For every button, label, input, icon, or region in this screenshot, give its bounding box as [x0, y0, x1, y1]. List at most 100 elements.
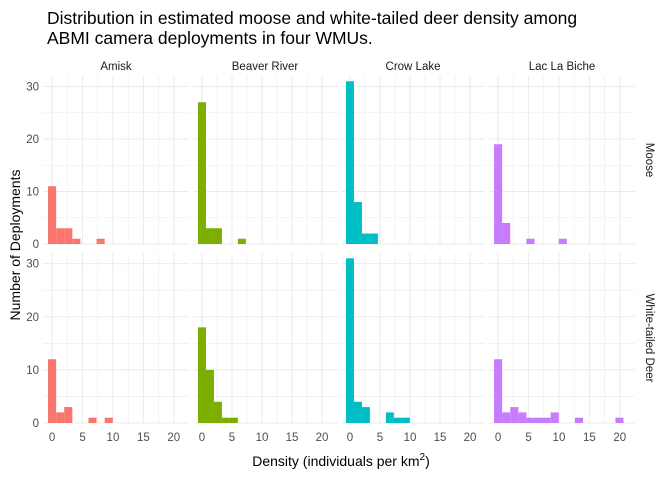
- histogram-bar: [205, 228, 214, 244]
- facet-column-label-lac-la-biche: Lac La Biche: [529, 61, 596, 73]
- histogram-bar: [518, 412, 527, 423]
- panel-background: [193, 253, 337, 423]
- panel-background: [341, 76, 485, 244]
- histogram-bar: [534, 417, 543, 423]
- histogram-bar: [550, 412, 559, 423]
- histogram-bar: [361, 233, 370, 244]
- histogram-bar: [385, 412, 394, 423]
- histogram-bar: [221, 417, 230, 423]
- histogram-bar: [526, 417, 535, 423]
- histogram-bar: [72, 238, 81, 244]
- facet-column-label-beaver-river: Beaver River: [232, 61, 299, 73]
- y-axis-ticks: 0 10 20 30 0 10 20 30: [26, 82, 39, 431]
- facet-row-label-moose: Moose: [643, 143, 655, 178]
- panel-background: [43, 253, 189, 423]
- histogram-bar: [205, 369, 214, 423]
- chart-title-line-2: ABMI camera deployments in four WMUs.: [47, 28, 373, 48]
- bars-crow-lake-white-tailed-deer: [345, 258, 410, 423]
- facet-column-label-crow-lake: Crow Lake: [386, 61, 441, 73]
- histogram-bar: [345, 258, 354, 423]
- histogram-bar: [64, 228, 73, 244]
- histogram-bar: [213, 401, 222, 423]
- histogram-bar: [104, 417, 113, 423]
- panel-crow-lake-white-tailed-deer: [341, 253, 485, 424]
- bars-lac-la-biche-moose: [494, 144, 567, 244]
- histogram-bar: [542, 417, 551, 423]
- bars-amisk-white-tailed-deer: [48, 359, 113, 423]
- histogram-bar: [353, 202, 362, 244]
- histogram-bar: [345, 81, 354, 244]
- facet-panels: [43, 76, 635, 424]
- y-tick-label: 30: [26, 259, 39, 271]
- y-tick-label: 20: [26, 134, 39, 146]
- bars-amisk-moose: [48, 186, 105, 244]
- histogram-bar: [353, 401, 362, 423]
- histogram-bar: [526, 238, 535, 244]
- histogram-bar: [96, 238, 105, 244]
- facet-column-label-amisk: Amisk: [100, 61, 132, 73]
- x-tick-label: 15: [434, 432, 447, 444]
- x-tick-label: 0: [49, 432, 55, 444]
- histogram-bar: [48, 359, 57, 423]
- x-tick-label: 0: [495, 432, 501, 444]
- x-tick-label: 15: [583, 432, 596, 444]
- x-tick-label: 15: [137, 432, 150, 444]
- y-tick-label: 0: [33, 418, 39, 430]
- histogram-bar: [361, 407, 370, 423]
- histogram-bar: [369, 233, 378, 244]
- bars-beaver-river-white-tailed-deer: [197, 327, 238, 423]
- panel-lac-la-biche-white-tailed-deer: [489, 253, 635, 424]
- x-axis-title-main: Density (individuals per km: [252, 453, 419, 469]
- panel-background: [489, 76, 635, 244]
- x-tick-label: 20: [316, 432, 329, 444]
- x-tick-label: 0: [347, 432, 353, 444]
- panel-background: [193, 76, 337, 244]
- x-tick-label: 10: [553, 432, 566, 444]
- panel-amisk-moose: [43, 76, 189, 245]
- histogram-bar: [64, 407, 73, 423]
- histogram-bar: [88, 417, 97, 423]
- histogram-bar: [615, 417, 624, 423]
- x-tick-label: 20: [167, 432, 180, 444]
- histogram-bar: [502, 223, 511, 244]
- bars-lac-la-biche-white-tailed-deer: [494, 359, 624, 423]
- histogram-bar: [401, 417, 410, 423]
- histogram-bar: [237, 238, 246, 244]
- histogram-bar: [494, 359, 503, 423]
- y-tick-label: 10: [26, 187, 39, 199]
- histogram-bar: [56, 412, 65, 423]
- histogram-bar: [558, 238, 567, 244]
- x-axis-title: Density (individuals per km2): [252, 452, 430, 469]
- x-tick-label: 10: [404, 432, 417, 444]
- histogram-bar: [574, 417, 584, 423]
- x-tick-label: 10: [107, 432, 120, 444]
- panel-background: [43, 76, 189, 244]
- panel-crow-lake-moose: [341, 76, 485, 245]
- histogram-bar: [197, 327, 206, 423]
- facet-row-label-white-tailed-deer: White-tailed Deer: [643, 294, 655, 383]
- bars-crow-lake-moose: [345, 81, 378, 244]
- panel-beaver-river-white-tailed-deer: [193, 253, 337, 424]
- panel-amisk-white-tailed-deer: [43, 253, 189, 424]
- bars-beaver-river-moose: [197, 102, 246, 244]
- x-tick-label: 20: [464, 432, 477, 444]
- x-tick-label: 0: [199, 432, 205, 444]
- panel-beaver-river-moose: [193, 76, 337, 245]
- chart-title-line-1: Distribution in estimated moose and whit…: [47, 8, 577, 28]
- panel-lac-la-biche-moose: [489, 76, 635, 245]
- histogram-bar: [502, 412, 511, 423]
- histogram-bar: [197, 102, 206, 244]
- x-tick-label: 5: [377, 432, 383, 444]
- x-tick-label: 15: [286, 432, 299, 444]
- histogram-bar: [393, 417, 402, 423]
- y-tick-label: 20: [26, 312, 39, 324]
- y-tick-label: 30: [26, 82, 39, 94]
- x-tick-label: 10: [256, 432, 269, 444]
- y-tick-label: 10: [26, 365, 39, 377]
- x-tick-label: 5: [79, 432, 85, 444]
- x-axis-ticks: 0 5 10 15 20 0 5 10 15 20 0 5 10 15 20 0 5 10 15 20: [49, 432, 626, 444]
- histogram-bar: [56, 228, 65, 244]
- histogram-bar: [229, 417, 238, 423]
- histogram-bar: [213, 228, 222, 244]
- panel-background: [489, 253, 635, 423]
